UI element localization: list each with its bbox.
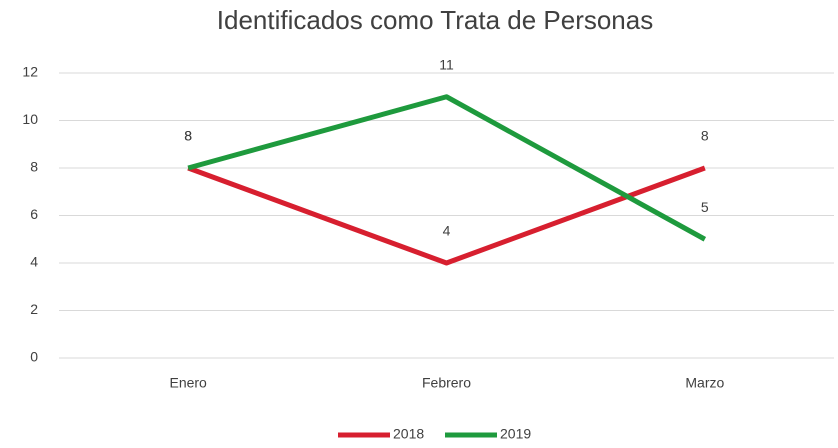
data-label: 4	[443, 223, 451, 239]
y-tick-label: 0	[30, 349, 38, 365]
legend-label: 2019	[500, 426, 531, 442]
y-tick-label: 12	[22, 64, 38, 80]
data-label: 8	[701, 128, 709, 144]
data-label: 8	[184, 128, 192, 144]
y-tick-label: 2	[30, 301, 38, 317]
series-line	[187, 165, 706, 266]
y-tick-label: 6	[30, 206, 38, 222]
y-tick-label: 4	[30, 254, 38, 270]
data-label: 5	[701, 199, 709, 215]
chart-title: Identificados como Trata de Personas	[217, 5, 653, 35]
x-tick-label: Marzo	[685, 375, 724, 391]
data-label: 11	[439, 56, 454, 72]
y-tick-label: 10	[22, 111, 38, 127]
legend-label: 2018	[393, 426, 424, 442]
series-line	[187, 94, 707, 242]
x-tick-label: Febrero	[422, 375, 471, 391]
data-label: 8	[184, 128, 192, 144]
y-tick-label: 8	[30, 159, 38, 175]
x-tick-label: Enero	[169, 375, 207, 391]
